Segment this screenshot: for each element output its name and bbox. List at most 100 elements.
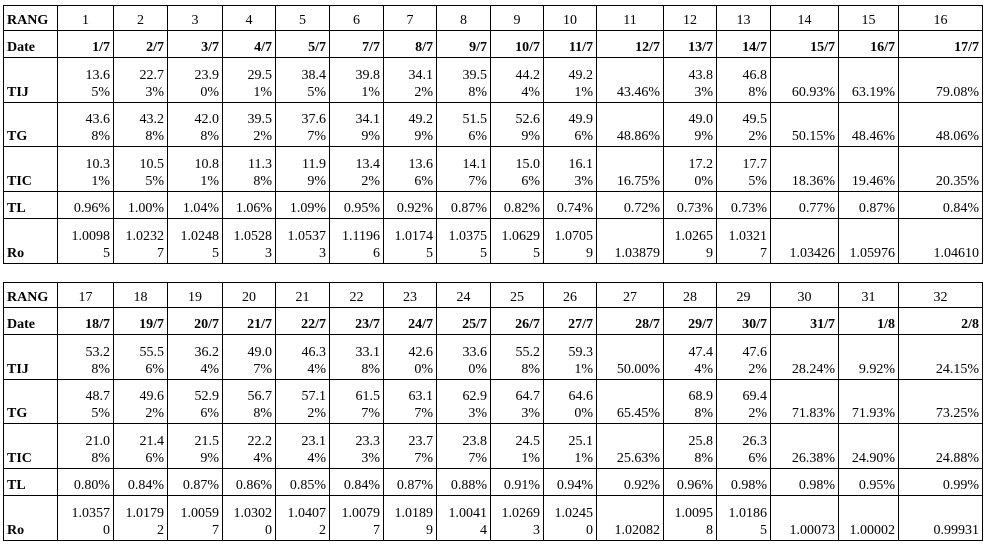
cell: 33.60%	[436, 334, 491, 380]
header-cell: 13/7	[663, 30, 717, 58]
cell: 0.99%	[898, 468, 983, 496]
data-table: RANG 17 18 19 20 21 22 23 24 25 26 27 28 29 30 31 32 Date…	[3, 282, 983, 541]
header-cell: 14	[770, 5, 839, 31]
cell: 34.12%	[383, 57, 437, 103]
cell-text: Ro	[7, 523, 25, 538]
cell: 56.78%	[222, 379, 276, 424]
cell: 73.25%	[898, 379, 983, 424]
header-cell: 18/7	[57, 307, 114, 335]
cell: 50.15%	[770, 102, 839, 147]
cell-text: 1.00073	[789, 523, 836, 538]
cell-text: 79.08%	[935, 85, 979, 100]
cell: 1.02327	[113, 218, 168, 264]
cell: 1.11966	[329, 218, 384, 264]
header-cell: 24	[436, 282, 491, 308]
cell-text: 1	[82, 13, 89, 28]
cell: 43.83%	[663, 57, 717, 103]
cell-text: 24/7	[408, 317, 433, 332]
cell: 1.00985	[57, 218, 114, 264]
cell: 25.11%	[543, 423, 597, 469]
cell: 60.93%	[770, 57, 839, 103]
cell: 13.66%	[383, 146, 437, 192]
cell-text: TIC	[7, 174, 32, 189]
cell: 43.46%	[596, 57, 664, 103]
cell: 38.45%	[275, 57, 330, 103]
cell-text: 1.05373	[287, 229, 327, 261]
cell-text: 9.92%	[858, 362, 895, 377]
cell-text: 25.11%	[568, 434, 594, 466]
header-cell: 31/7	[770, 307, 839, 335]
header-cell: 11	[596, 5, 664, 31]
cell: 21.46%	[113, 423, 168, 469]
cell: 1.03426	[770, 218, 839, 264]
data-table: RANG 1 2 3 4 5 6 7 8 9 10 11 12 13 14 15 16 Date 1/7 2/7 3/7…	[3, 5, 983, 264]
cell-text: 1.00002	[849, 523, 896, 538]
cell-text: 10.81%	[194, 157, 220, 189]
header-cell: 16	[898, 5, 983, 31]
cell-text: 13/7	[688, 40, 713, 55]
cell: 0.84%	[329, 468, 384, 496]
cell: 26.38%	[770, 423, 839, 469]
cell: 0.98%	[716, 468, 771, 496]
cell-text: 28	[683, 290, 697, 305]
cell-text: 20.35%	[935, 174, 979, 189]
cell: 1.03879	[596, 218, 664, 264]
cell-text: 11.99%	[302, 157, 326, 189]
cell-text: 19.46%	[851, 174, 895, 189]
cell: 42.08%	[167, 102, 223, 147]
cell: 0.98%	[770, 468, 839, 496]
cell-text: 18/7	[85, 317, 110, 332]
cell: 0.73%	[716, 191, 771, 219]
cell: 79.08%	[898, 57, 983, 103]
row-label: Date	[3, 307, 58, 335]
cell-text: 24.88%	[935, 451, 979, 466]
cell: 26.36%	[716, 423, 771, 469]
cell: 0.80%	[57, 468, 114, 496]
cell: 39.52%	[222, 102, 276, 147]
cell-text: 0.96%	[73, 201, 110, 216]
cell: 0.77%	[770, 191, 839, 219]
cell-text: 5	[299, 13, 306, 28]
cell-text: TIC	[7, 451, 32, 466]
cell-text: 28/7	[635, 317, 660, 332]
cell-text: 1.01865	[728, 506, 768, 538]
cell-text: 48.86%	[616, 129, 660, 144]
cell: 52.69%	[490, 102, 544, 147]
header-cell: 29	[716, 282, 771, 308]
cell-text: 0.87%	[396, 478, 433, 493]
cell: 1.00073	[770, 495, 839, 541]
cell: 0.87%	[838, 191, 899, 219]
cell-text: 23/7	[355, 317, 380, 332]
cell-text: 37.67%	[301, 112, 327, 144]
cell-text: 19/7	[139, 317, 164, 332]
cell-text: 25	[510, 290, 524, 305]
cell-text: 1.02082	[614, 523, 661, 538]
cell-text: 0.94%	[556, 478, 593, 493]
cell-text: 1.04610	[933, 246, 980, 261]
cell-text: 51.56%	[462, 112, 488, 144]
cell: 1.00958	[663, 495, 717, 541]
cell-text: 1.03426	[789, 246, 836, 261]
cell-text: 1/7	[92, 40, 110, 55]
cell-text: 56.78%	[247, 389, 273, 421]
header-cell: 28	[663, 282, 717, 308]
cell: 49.21%	[543, 57, 597, 103]
data-row: TL 0.80% 0.84% 0.87% 0.86% 0.85% 0.84% 0.87% 0.8…	[3, 468, 983, 496]
cell: 24.90%	[838, 423, 899, 469]
cell-text: 27	[623, 290, 637, 305]
cell: 22.24%	[222, 423, 276, 469]
row-label: RANG	[3, 282, 58, 308]
header-cell: 16/7	[838, 30, 899, 58]
data-row: TG 48.75% 49.62% 52.96% 56.78% 57.12% 61.57% 63…	[3, 379, 983, 424]
cell: 0.85%	[275, 468, 330, 496]
cell-text: 29/7	[688, 317, 713, 332]
cell: 1.00797	[329, 495, 384, 541]
header-cell: 21/7	[222, 307, 276, 335]
header-cell: 11/7	[543, 30, 597, 58]
header-cell: 30	[770, 282, 839, 308]
row-label: TG	[3, 379, 58, 424]
cell-text: 22.24%	[247, 434, 273, 466]
cell: 49.07%	[222, 334, 276, 380]
cell: 1.01745	[383, 218, 437, 264]
data-row: Ro 1.00985 1.02327 1.02485 1.05283 1.05373 1.1…	[3, 218, 983, 264]
